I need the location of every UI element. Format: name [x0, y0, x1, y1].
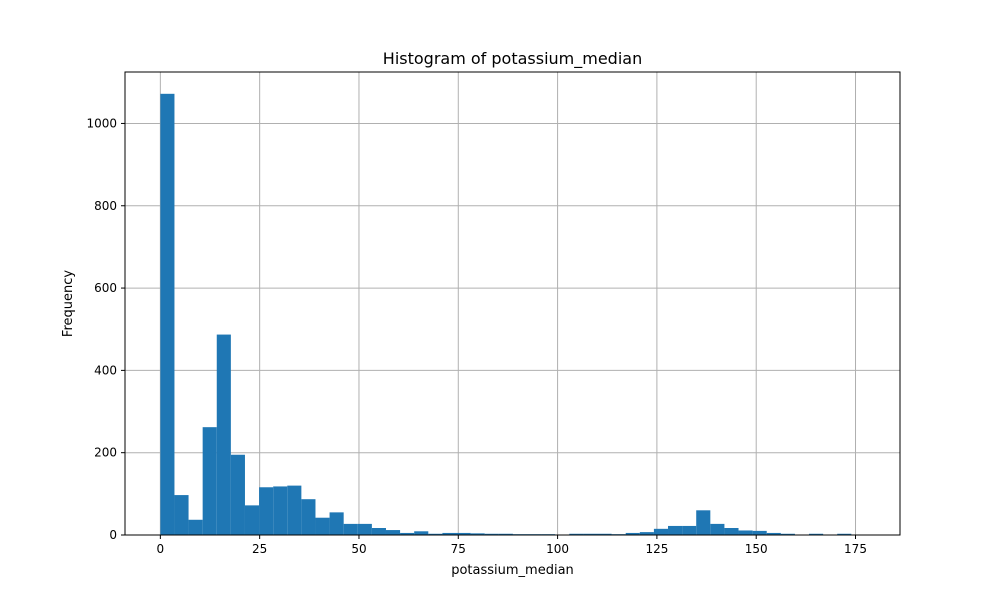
histogram-bar: [724, 528, 739, 535]
x-tick-label: 125: [645, 542, 668, 556]
grid-lines: [125, 72, 900, 536]
x-tick-label: 100: [546, 542, 569, 556]
histogram-bar: [414, 531, 429, 535]
histogram-bar: [625, 532, 640, 535]
histogram-bar: [639, 532, 654, 535]
histogram-bar: [738, 530, 753, 535]
y-tick-label: 200: [94, 446, 117, 460]
histogram-bars: [160, 93, 866, 536]
y-tick-label: 400: [94, 363, 117, 377]
y-tick-label: 800: [94, 199, 117, 213]
histogram-bar: [442, 532, 457, 535]
histogram-bar: [287, 485, 302, 535]
x-axis-label: potassium_median: [451, 563, 574, 578]
x-tick-label: 0: [157, 542, 165, 556]
histogram-bar: [400, 532, 415, 535]
histogram-bar: [329, 512, 344, 535]
y-axis-label: Frequency: [61, 270, 76, 337]
y-tick-label: 600: [94, 281, 117, 295]
histogram-bar: [752, 530, 767, 535]
histogram-bar: [188, 519, 203, 535]
histogram-bar: [668, 525, 683, 535]
axis-ticks: 0 25 50 75 100 125 150 175 0 200 400 600 800 1000: [86, 116, 867, 556]
histogram-bar: [653, 528, 669, 535]
histogram-bar: [597, 533, 612, 535]
histogram-bar: [244, 505, 260, 535]
histogram-bar: [371, 528, 386, 535]
histogram-bar: [428, 533, 443, 535]
histogram-bar: [696, 510, 711, 535]
x-tick-label: 75: [451, 542, 466, 556]
plot-frame: [124, 71, 901, 536]
histogram-bar: [809, 533, 824, 535]
histogram-bar: [456, 532, 471, 535]
y-tick-label: 0: [109, 528, 117, 542]
histogram-bar: [470, 533, 485, 535]
histogram-bar: [259, 487, 274, 535]
x-tick-label: 25: [252, 542, 267, 556]
histogram-bar: [780, 533, 795, 535]
histogram-bar: [766, 532, 781, 535]
histogram-bar: [301, 499, 316, 535]
y-tick-label: 1000: [86, 116, 117, 130]
histogram-bar: [583, 533, 598, 535]
histogram-bar: [710, 523, 725, 535]
histogram-bar: [837, 533, 852, 535]
histogram-bar: [498, 533, 513, 535]
histogram-bar: [273, 486, 288, 535]
histogram-bar: [230, 454, 245, 535]
histogram-bar: [174, 495, 189, 535]
chart-title: Histogram of potassium_median: [383, 49, 642, 69]
histogram-bar: [160, 93, 175, 536]
histogram-bar: [385, 530, 401, 535]
histogram-bar: [343, 523, 358, 535]
histogram-bar: [357, 523, 372, 535]
x-tick-label: 150: [745, 542, 768, 556]
x-tick-label: 175: [844, 542, 867, 556]
histogram-bar: [216, 334, 231, 535]
x-tick-label: 50: [351, 542, 366, 556]
histogram-bar: [202, 427, 217, 535]
histogram-bar: [484, 533, 499, 535]
histogram-bar: [315, 517, 330, 535]
histogram-bar: [682, 525, 697, 535]
histogram-bar: [569, 533, 584, 535]
